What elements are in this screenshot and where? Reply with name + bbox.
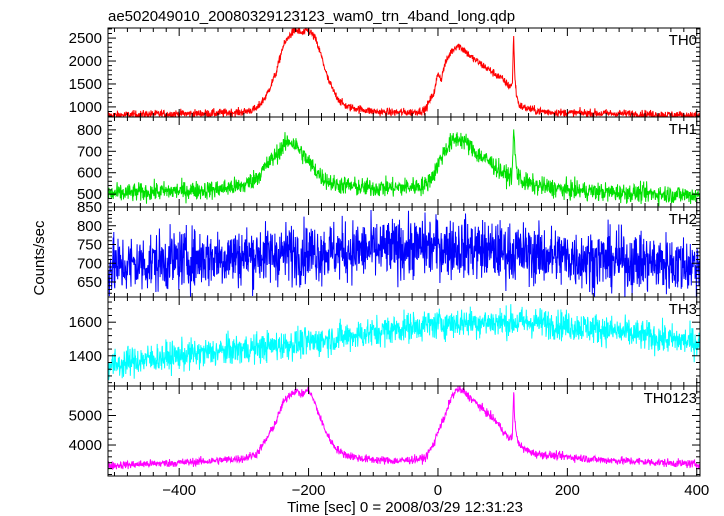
y-axis-label: Counts/sec — [31, 220, 48, 296]
panel-label-th1: TH1 — [669, 121, 697, 138]
y-tick-label: 800 — [77, 122, 102, 139]
y-tick-label: 650 — [77, 274, 102, 291]
y-tick-label: 800 — [77, 218, 102, 235]
series-line-th0 — [108, 28, 700, 117]
x-tick-label: 200 — [555, 482, 580, 499]
y-tick-label: 1000 — [69, 99, 102, 116]
y-tick-label: 4000 — [69, 437, 102, 454]
x-tick-label: −200 — [292, 482, 326, 499]
panel-label-th3: TH3 — [669, 301, 697, 318]
x-tick-label: 400 — [684, 482, 709, 499]
y-tick-label: 500 — [77, 186, 102, 203]
series-line-th2 — [108, 209, 700, 297]
y-tick-label: 1400 — [69, 348, 102, 365]
x-axis-label: Time [sec] 0 = 2008/03/29 12:31:23 — [287, 499, 523, 516]
panel-label-th0: TH0 — [669, 32, 697, 49]
y-tick-label: 2000 — [69, 53, 102, 70]
panel-label-th0123: TH0123 — [644, 390, 697, 407]
series-line-th1 — [108, 129, 700, 207]
series-line-th3 — [108, 304, 700, 381]
panel-label-th2: TH2 — [669, 211, 697, 228]
y-tick-label: 700 — [77, 255, 102, 272]
y-tick-label: 850 — [77, 199, 102, 216]
y-tick-label: 750 — [77, 237, 102, 254]
y-tick-label: 1600 — [69, 314, 102, 331]
y-tick-label: 600 — [77, 165, 102, 182]
y-tick-label: 5000 — [69, 408, 102, 425]
x-tick-label: −400 — [162, 482, 196, 499]
series-line-th0123 — [108, 386, 700, 470]
x-tick-label: 0 — [434, 482, 442, 499]
panel-frame-th0 — [107, 27, 701, 118]
y-tick-label: 1500 — [69, 76, 102, 93]
panel-frame-th0123 — [107, 385, 701, 477]
y-tick-label: 700 — [77, 143, 102, 160]
chart-title: ae502049010_20080329123123_wam0_trn_4ban… — [108, 8, 515, 25]
y-tick-label: 2500 — [69, 30, 102, 47]
